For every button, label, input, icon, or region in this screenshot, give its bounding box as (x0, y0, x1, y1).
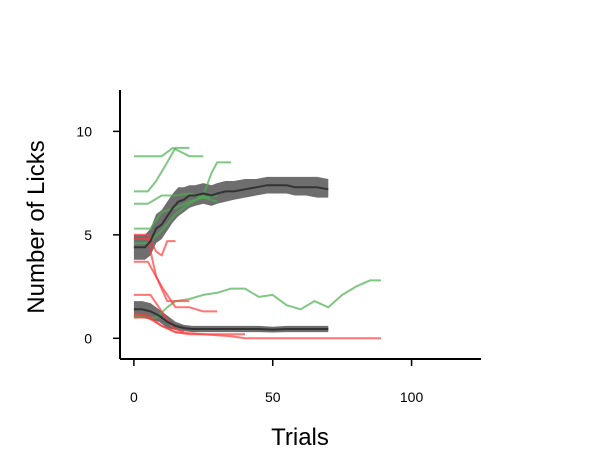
mean-bands (133, 176, 329, 333)
green-trace-1 (133, 146, 204, 158)
x-ticks: 0 50 100 (130, 359, 423, 405)
mean-band-2 (133, 301, 329, 333)
mean-line-1 (133, 184, 329, 249)
x-axis-label: Trials (271, 424, 329, 450)
mean-lines (133, 184, 329, 331)
y-tick-label: 0 (84, 330, 92, 346)
mean-line-2 (133, 308, 329, 331)
red-trace-7 (133, 233, 176, 257)
red-trace-12 (133, 316, 381, 340)
subject-traces (133, 146, 381, 340)
red-trace-9 (133, 260, 218, 313)
x-tick-label: 0 (130, 389, 138, 405)
red-trace-8 (133, 238, 190, 303)
green-trace-2 (133, 146, 190, 193)
red-trace-10 (133, 293, 185, 334)
y-ticks: 0 5 10 (76, 123, 120, 346)
x-tick-label: 50 (265, 389, 281, 405)
x-tick-label: 100 (400, 389, 424, 405)
green-trace-5 (133, 192, 218, 205)
mean-band-1 (133, 176, 329, 260)
y-tick-label: 5 (84, 227, 92, 243)
green-trace-6 (133, 279, 381, 319)
y-tick-label: 10 (76, 123, 92, 139)
y-axis-label: Number of Licks (23, 140, 50, 313)
